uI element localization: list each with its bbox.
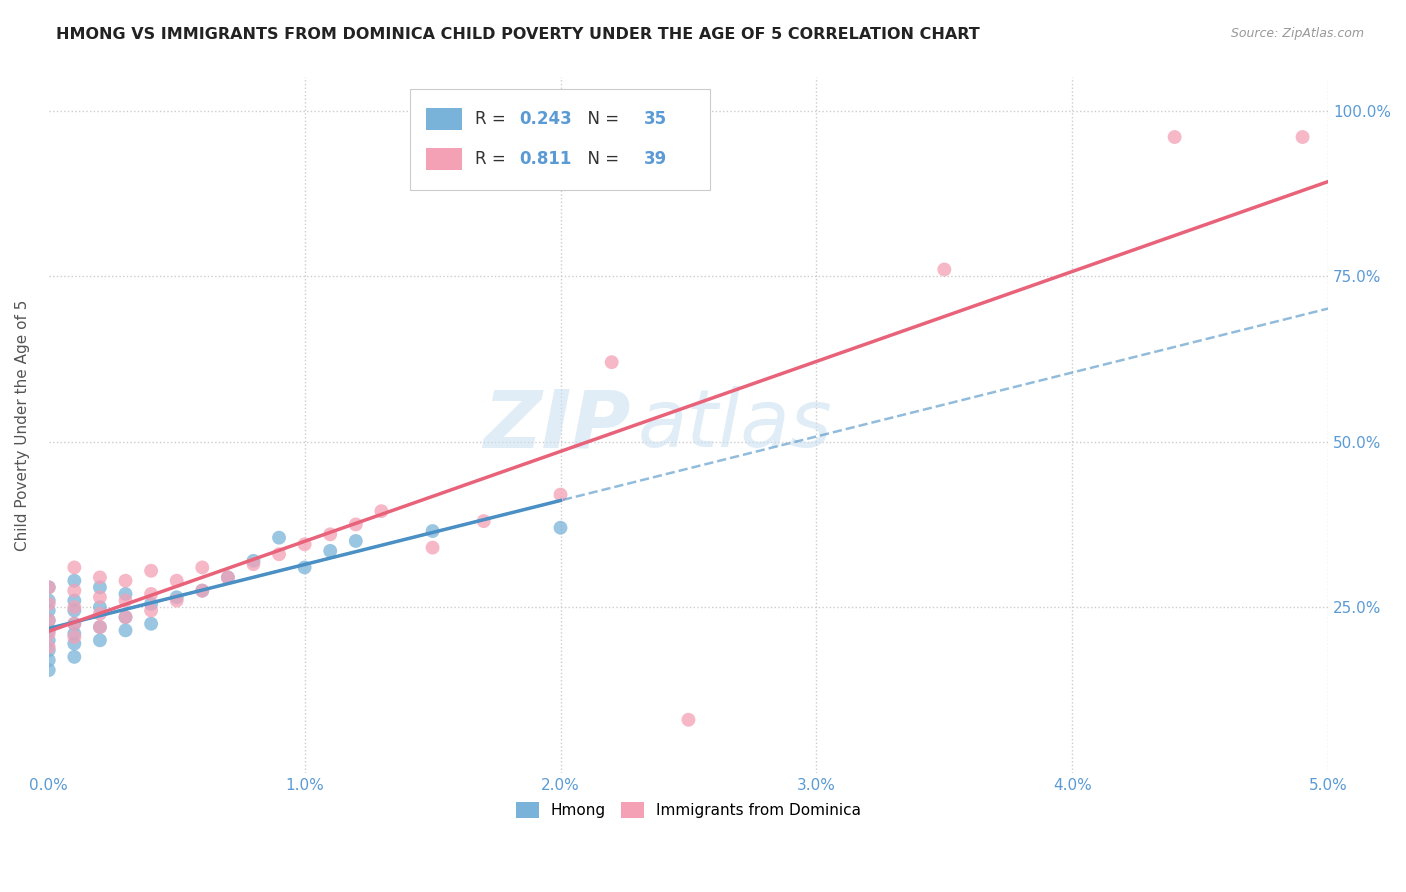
Point <box>38 597 60 611</box>
Legend: Hmong, Immigrants from Dominica: Hmong, Immigrants from Dominica <box>509 796 868 824</box>
Point <box>1291 130 1313 145</box>
Point <box>63 626 86 640</box>
Text: 0.243: 0.243 <box>520 110 572 128</box>
Point <box>344 517 367 532</box>
Point <box>242 554 264 568</box>
Point <box>63 603 86 617</box>
Point <box>114 610 136 624</box>
Point <box>242 557 264 571</box>
Text: 0.811: 0.811 <box>520 150 572 168</box>
Point <box>191 560 214 574</box>
Point <box>267 531 290 545</box>
Point <box>139 603 162 617</box>
Point <box>89 600 111 615</box>
Point <box>89 620 111 634</box>
Point <box>422 524 444 538</box>
Text: R =: R = <box>475 110 510 128</box>
Point <box>166 574 188 588</box>
Point <box>191 583 214 598</box>
Text: 39: 39 <box>644 150 666 168</box>
Point <box>139 597 162 611</box>
Point <box>38 614 60 628</box>
Text: HMONG VS IMMIGRANTS FROM DOMINICA CHILD POVERTY UNDER THE AGE OF 5 CORRELATION C: HMONG VS IMMIGRANTS FROM DOMINICA CHILD … <box>56 27 980 42</box>
Point <box>38 626 60 640</box>
Point <box>319 527 342 541</box>
Point <box>89 570 111 584</box>
Point <box>114 593 136 607</box>
Point <box>422 541 444 555</box>
Point <box>191 583 214 598</box>
Point <box>63 583 86 598</box>
Point <box>38 603 60 617</box>
Y-axis label: Child Poverty Under the Age of 5: Child Poverty Under the Age of 5 <box>15 300 30 550</box>
Point <box>38 614 60 628</box>
Point <box>114 624 136 638</box>
Text: Source: ZipAtlas.com: Source: ZipAtlas.com <box>1230 27 1364 40</box>
Point <box>63 560 86 574</box>
Point <box>38 663 60 677</box>
Point <box>114 574 136 588</box>
FancyBboxPatch shape <box>426 108 463 130</box>
Point <box>370 504 392 518</box>
Point <box>89 633 111 648</box>
Text: N =: N = <box>576 150 624 168</box>
Point <box>139 616 162 631</box>
Text: N =: N = <box>576 110 624 128</box>
Point <box>472 514 495 528</box>
Point <box>934 262 956 277</box>
Point <box>38 624 60 638</box>
Point <box>38 643 60 657</box>
Point <box>63 593 86 607</box>
Text: atlas: atlas <box>637 386 832 464</box>
Point <box>678 713 700 727</box>
Point <box>89 580 111 594</box>
Text: R =: R = <box>475 150 510 168</box>
Text: 35: 35 <box>644 110 666 128</box>
Point <box>166 593 188 607</box>
Point <box>550 488 572 502</box>
Point <box>63 600 86 615</box>
FancyBboxPatch shape <box>409 89 710 190</box>
Point <box>63 649 86 664</box>
Point <box>217 570 239 584</box>
Point <box>1163 130 1185 145</box>
Point <box>89 607 111 621</box>
Point <box>38 580 60 594</box>
Point <box>63 616 86 631</box>
Point <box>63 616 86 631</box>
Point <box>89 591 111 605</box>
Point <box>114 610 136 624</box>
Point <box>38 640 60 654</box>
Point <box>38 633 60 648</box>
Point <box>63 574 86 588</box>
Point <box>89 620 111 634</box>
Point <box>217 570 239 584</box>
Point <box>38 593 60 607</box>
Text: ZIP: ZIP <box>484 386 631 464</box>
Point <box>139 587 162 601</box>
Point <box>267 547 290 561</box>
Point <box>38 653 60 667</box>
Point <box>63 630 86 644</box>
Point <box>114 587 136 601</box>
Point <box>38 580 60 594</box>
Point <box>319 544 342 558</box>
FancyBboxPatch shape <box>426 148 463 169</box>
Point <box>344 533 367 548</box>
Point <box>550 521 572 535</box>
Point <box>294 560 316 574</box>
Point <box>139 564 162 578</box>
Point <box>600 355 623 369</box>
Point <box>294 537 316 551</box>
Point <box>63 637 86 651</box>
Point <box>166 591 188 605</box>
